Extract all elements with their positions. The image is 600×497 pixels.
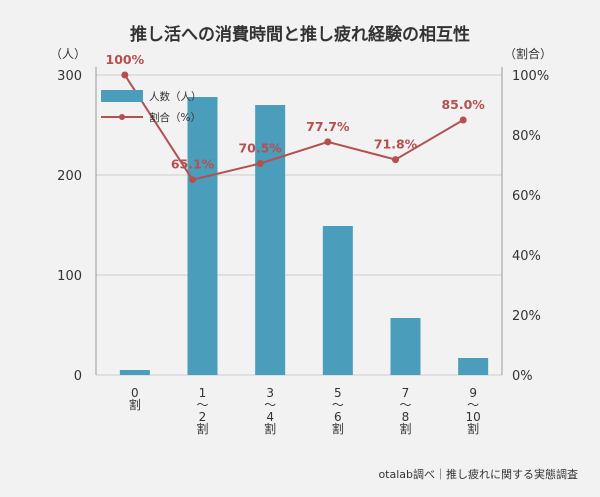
x-tick-label: 割 (467, 421, 479, 436)
line-point (324, 138, 332, 146)
left-tick-label: 100 (57, 269, 82, 284)
line-point (189, 176, 196, 184)
x-tick-label: 割 (399, 421, 411, 436)
data-label: 77.7% (306, 119, 350, 134)
bar (390, 318, 421, 375)
x-tick-label: 4 (266, 410, 274, 424)
chart-title: 推し活への消費時間と推し疲れ経験の相互性 (130, 25, 470, 45)
right-tick-label: 60% (512, 189, 541, 204)
x-tick-label: 9 (469, 386, 477, 400)
x-tick-label: 割 (129, 397, 141, 412)
right-tick-label: 20% (512, 309, 541, 324)
x-tick-label: 〜 (332, 398, 344, 412)
line-point (392, 156, 399, 164)
bar (187, 97, 218, 375)
data-label: 71.8% (374, 137, 418, 152)
left-tick-label: 0 (74, 369, 82, 384)
right-axis-unit: （割合） (504, 46, 552, 61)
left-axis-unit: （人） (50, 47, 86, 61)
data-label: 100% (106, 52, 145, 67)
x-tick-label: 0 (131, 386, 139, 400)
x-tick-label: 10 (466, 410, 481, 424)
x-tick-label: 割 (332, 421, 344, 436)
x-tick-label: 2 (199, 410, 207, 424)
source-note: otalab調べ｜推し疲れに関する実態調査 (378, 468, 578, 481)
left-tick-label: 200 (57, 169, 82, 184)
x-tick-label: 5 (334, 386, 342, 400)
x-tick-label: 〜 (196, 398, 208, 412)
x-tick-label: 1 (199, 386, 207, 400)
line-point (121, 71, 129, 79)
right-tick-label: 100% (512, 69, 549, 84)
x-tick-label: 3 (266, 386, 274, 400)
legend-label-line: 割合（%） (149, 111, 201, 124)
bar (119, 370, 150, 375)
x-tick-label: 8 (402, 410, 410, 424)
legend-swatch-bar (101, 90, 143, 102)
right-tick-label: 0% (512, 369, 533, 384)
line-series (123, 74, 464, 181)
legend-label-bar: 人数（人） (149, 90, 202, 103)
x-tick-label: 割 (196, 421, 208, 436)
x-tick-label: 割 (264, 421, 276, 436)
bar (322, 226, 353, 375)
x-tick-label: 〜 (467, 398, 479, 412)
x-tick-label: 〜 (399, 398, 411, 412)
x-tick-label: 6 (334, 410, 342, 424)
right-tick-label: 80% (512, 129, 541, 144)
legend-swatch-marker (119, 114, 125, 120)
line-point (459, 116, 467, 124)
left-tick-label: 300 (57, 69, 82, 84)
right-tick-label: 40% (512, 249, 541, 264)
x-tick-label: 7 (402, 386, 410, 400)
data-label: 70.5% (238, 141, 282, 156)
data-label: 65.1% (171, 157, 215, 172)
line-point (256, 160, 264, 167)
bar (255, 105, 286, 375)
x-tick-label: 〜 (264, 398, 276, 412)
data-label: 85.0% (441, 97, 485, 112)
bar (458, 358, 489, 375)
